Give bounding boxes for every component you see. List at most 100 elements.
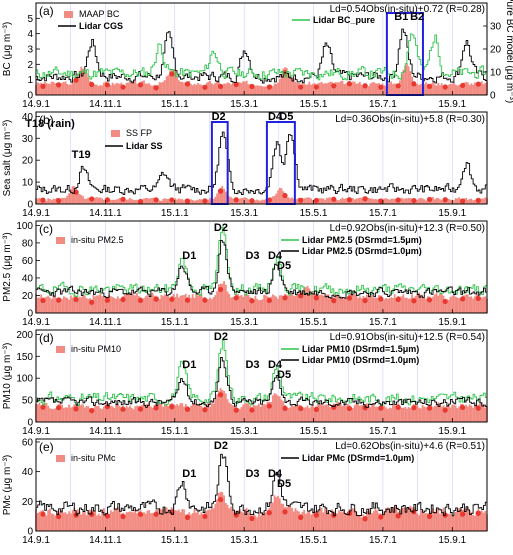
x-tick-label: 14.11.1: [89, 208, 122, 219]
event-label: D1: [182, 359, 196, 371]
panel-frame: [35, 111, 488, 205]
event-label: D2: [214, 222, 228, 234]
y-tick-label: 10: [22, 178, 34, 189]
y-tick-label: 200: [16, 330, 33, 341]
y-axis-label: PM2.5 (μg m⁻³): [2, 232, 13, 301]
x-tick-label: 14.11.1: [89, 535, 122, 546]
insitu-dot: [137, 511, 144, 517]
insitu-dot: [120, 513, 126, 520]
legend-label: in-situ PM10: [71, 344, 121, 354]
insitu-dot: [378, 405, 384, 411]
insitu-dot: [411, 197, 417, 204]
insitu-dot: [202, 407, 208, 413]
insitu-dot: [233, 81, 239, 88]
insitu-dot: [40, 511, 46, 517]
fit-annotation: Ld=0.54Obs(in-situ)+0.72 (R=0.28): [330, 4, 485, 15]
x-tick-label: 14.11.1: [89, 317, 122, 328]
event-label: B2: [410, 11, 424, 23]
legend-label: MAAP BC: [79, 9, 120, 19]
insitu-dot: [137, 406, 144, 412]
legend-swatch: [56, 455, 65, 462]
x-tick-label: 15.7.1: [369, 208, 397, 219]
insitu-dot: [73, 296, 79, 303]
y-tick-label: 4: [27, 29, 33, 40]
event-label: D5: [279, 111, 293, 123]
fit-annotation: Ld=0.92Obs(in-situ)+12.3 (R=0.50): [330, 223, 485, 234]
insitu-dot: [475, 405, 481, 411]
insitu-dot: [362, 405, 368, 411]
insitu-dot: [233, 295, 239, 301]
insitu-dot: [331, 298, 337, 304]
insitu-dot: [233, 197, 239, 203]
insitu-dot: [73, 189, 79, 195]
series-line: [36, 239, 488, 299]
insitu-dot: [298, 405, 304, 412]
insitu-dot: [89, 299, 95, 305]
y-tick-label: 30: [22, 134, 34, 145]
x-tick-label: 15.7.1: [369, 317, 397, 328]
x-tick-label: 15.3.1: [230, 426, 258, 437]
insitu-dot: [202, 297, 208, 303]
legend-label: Lidar SS: [126, 141, 163, 151]
insitu-dot: [362, 297, 368, 304]
legend-label: SS FP: [126, 128, 152, 138]
insitu-dot: [249, 515, 255, 522]
insitu-dot: [56, 82, 62, 88]
insitu-dot: [104, 197, 110, 203]
insitu-dot: [184, 198, 191, 204]
y-tick-label: 5: [27, 14, 33, 25]
series-line: [36, 131, 488, 195]
insitu-dot: [184, 514, 191, 521]
insitu-dot: [40, 197, 46, 203]
x-tick-label: 14.11.1: [89, 99, 122, 110]
insitu-dot: [460, 296, 466, 302]
insitu-dot: [40, 297, 46, 304]
x-tick-label: 15.9.1: [438, 208, 466, 219]
insitu-dot: [442, 84, 448, 90]
event-label: D3: [245, 250, 259, 262]
y-tick-label: 100: [16, 221, 33, 232]
legend-swatch: [111, 130, 120, 137]
insitu-dot: [153, 197, 159, 203]
panel-label: (e): [39, 440, 54, 454]
legend-label: Lidar PMc (DSrmd=1.0μm): [302, 453, 414, 463]
x-tick-label: 15.9.1: [438, 535, 466, 546]
insitu-dot: [56, 513, 62, 520]
insitu-dot: [475, 510, 481, 516]
y-tick-label: 40: [22, 112, 34, 123]
insitu-dot: [282, 295, 288, 301]
insitu-dot: [120, 84, 126, 90]
insitu-dot: [442, 197, 448, 203]
insitu-dot: [411, 405, 417, 411]
insitu-dot: [442, 407, 448, 413]
series-line: [36, 357, 488, 408]
event-label: D1: [182, 468, 196, 480]
x-tick-label: 15.1.1: [161, 535, 189, 546]
insitu-dot: [362, 516, 368, 522]
insitu-dot: [202, 513, 208, 520]
event-label: D5: [277, 260, 291, 272]
y-tick-label: 0: [27, 200, 33, 211]
insitu-dot: [153, 296, 159, 302]
y-tick-label: 3: [27, 45, 33, 56]
event-label: D4: [268, 468, 283, 480]
insitu-dot: [331, 83, 337, 89]
insitu-dot: [475, 295, 481, 302]
legend-label: in-situ PM2.5: [71, 235, 124, 245]
insitu-dot: [282, 192, 288, 199]
y-tick-label: 0: [27, 527, 33, 538]
insitu-dot: [89, 408, 95, 414]
insitu-dot: [442, 298, 448, 305]
panel-frame: [35, 220, 488, 314]
legend-swatch: [64, 11, 73, 18]
insitu-dot: [89, 196, 95, 202]
event-label: D4: [268, 359, 283, 371]
y-tick-label: 20: [22, 497, 34, 508]
insitu-dot: [202, 198, 208, 204]
event-label: D5: [277, 478, 291, 490]
insitu-dot: [266, 197, 272, 203]
insitu-dot: [331, 196, 337, 202]
y-tick-label: 0: [27, 91, 33, 102]
insitu-dot: [169, 296, 175, 302]
